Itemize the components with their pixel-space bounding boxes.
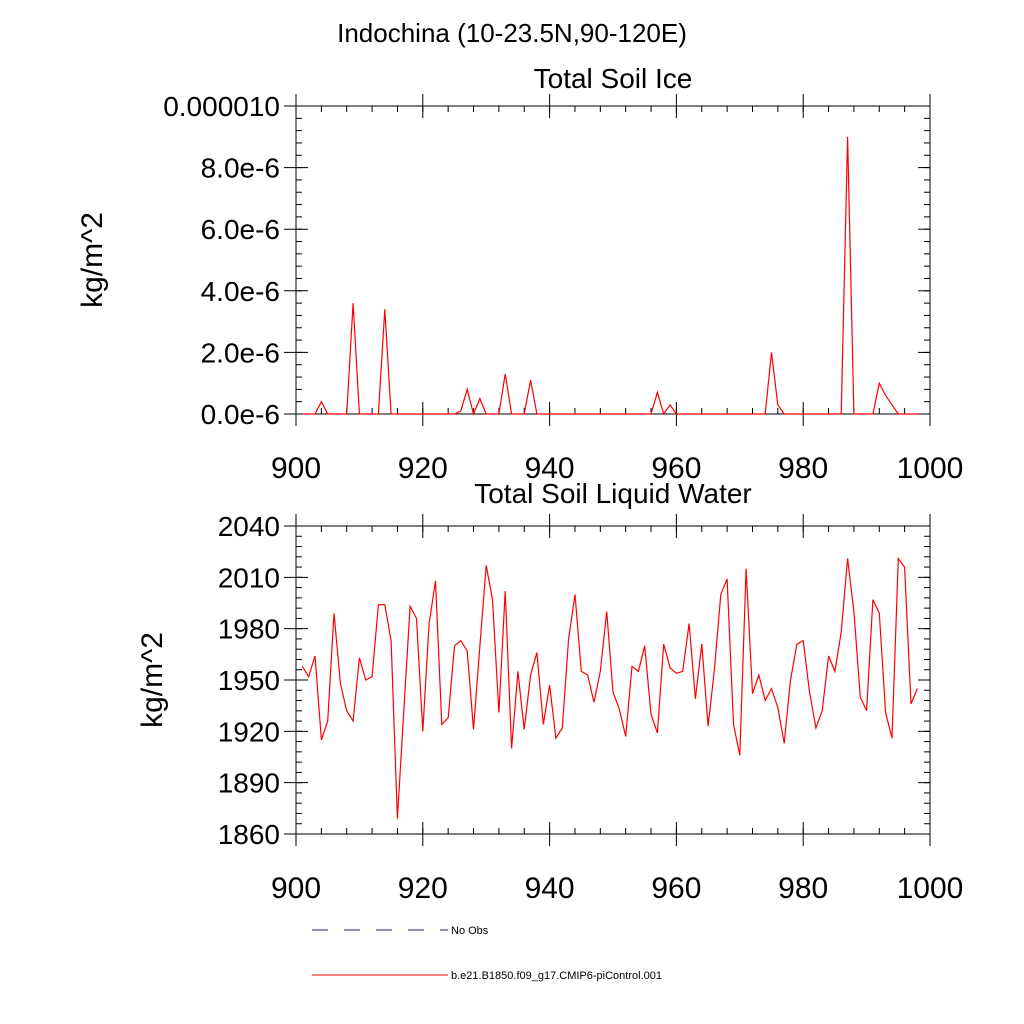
series-line (302, 136, 918, 416)
y-axis-label: kg/m^2 (136, 632, 169, 728)
legend-label: b.e21.B1850.f09_g17.CMIP6-piControl.001 (451, 970, 662, 982)
x-tick-label: 980 (778, 872, 828, 905)
y-tick-label: 1950 (218, 665, 280, 696)
y-axis-label: kg/m^2 (76, 212, 109, 308)
legend: No Obs b.e21.B1850.f09_g17.CMIP6-piContro… (312, 925, 662, 982)
x-tick-label: 1000 (897, 452, 964, 485)
chart-panel-1: Total Soil Ice kg/m^2 0.0e-6 2.0e-6 4.0e-6 6.… (76, 63, 963, 485)
x-tick-label: 980 (778, 452, 828, 485)
legend-label: No Obs (451, 925, 489, 937)
x-tick-label: 940 (525, 872, 575, 905)
main-title: Indochina (10-23.5N,90-120E) (337, 18, 687, 48)
chart-title: Total Soil Ice (534, 63, 693, 94)
x-tick-label: 900 (271, 452, 321, 485)
y-tick-label: 2.0e-6 (201, 337, 280, 368)
y-tick-label: 1920 (218, 716, 280, 747)
x-tick-label: 1000 (897, 872, 964, 905)
y-tick-label: 8.0e-6 (201, 153, 280, 184)
y-tick-label: 2010 (218, 562, 280, 593)
x-tick-label: 960 (651, 452, 701, 485)
y-tick-label: 6.0e-6 (201, 214, 280, 245)
chart-title: Total Soil Liquid Water (474, 478, 752, 509)
series-line (301, 556, 918, 819)
x-tick-label: 900 (271, 872, 321, 905)
y-tick-label: 1860 (218, 819, 280, 850)
x-tick-label: 960 (651, 872, 701, 905)
x-tick-label: 920 (398, 872, 448, 905)
y-tick-label: 1980 (218, 614, 280, 645)
plot-frame (295, 525, 931, 835)
y-tick-label: 4.0e-6 (201, 276, 280, 307)
chart-panel-2: Total Soil Liquid Water kg/m^2 1860 1890 192… (136, 478, 963, 905)
y-tick-label: 2040 (218, 511, 280, 542)
x-tick-label: 940 (525, 452, 575, 485)
y-tick-label: 0.000010 (163, 91, 280, 122)
plot-frame (295, 105, 931, 415)
y-tick-label: 1890 (218, 768, 280, 799)
y-tick-label: 0.0e-6 (201, 399, 280, 430)
x-tick-label: 920 (398, 452, 448, 485)
